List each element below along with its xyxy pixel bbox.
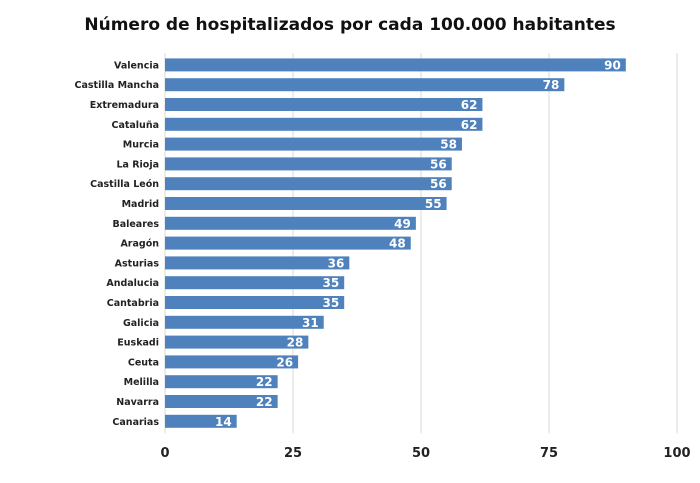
bar	[165, 216, 416, 230]
category-label: Andalucia	[106, 278, 159, 289]
bar	[165, 98, 483, 111]
bar	[165, 78, 565, 92]
data-label: 14	[215, 415, 232, 429]
data-label: 90	[604, 58, 621, 72]
data-label: 62	[461, 98, 478, 112]
category-label: Castilla Mancha	[75, 80, 160, 91]
bar	[165, 375, 278, 389]
data-label: 35	[322, 296, 339, 310]
bar	[165, 296, 345, 309]
data-label: 55	[425, 197, 442, 211]
bar	[165, 117, 483, 131]
category-label: Madrid	[122, 199, 159, 210]
category-label: Galicia	[123, 318, 159, 329]
x-tick-label: 25	[284, 446, 302, 461]
category-labels: Valencia Castilla Mancha Extremadura Catalu…	[75, 60, 160, 427]
x-tick-label: 0	[160, 446, 169, 461]
bar	[165, 335, 309, 349]
data-label: 56	[430, 177, 447, 191]
bar	[165, 157, 452, 171]
category-label: Valencia	[114, 60, 159, 71]
data-label: 26	[276, 355, 293, 369]
chart-title: Número de hospitalizados por cada 100.00…	[84, 15, 616, 35]
data-label: 48	[389, 237, 406, 251]
bar	[165, 58, 626, 72]
x-tick-label: 75	[540, 446, 558, 461]
data-label: 28	[287, 336, 304, 350]
category-label: Castilla León	[90, 179, 159, 190]
category-label: Baleares	[112, 219, 159, 230]
bar	[165, 236, 411, 250]
data-label: 31	[302, 316, 319, 330]
data-label: 22	[256, 375, 273, 389]
bar	[165, 177, 452, 191]
category-label: Navarra	[116, 397, 159, 408]
data-label: 78	[543, 78, 560, 92]
category-label: Euskadi	[117, 338, 159, 349]
category-label: Cantabria	[107, 298, 159, 309]
x-axis-ticks: 0 25 50 75 100	[160, 446, 690, 461]
data-label: 49	[394, 217, 411, 231]
x-tick-label: 50	[412, 446, 430, 461]
category-label: Murcia	[123, 140, 159, 151]
category-label: Aragón	[120, 239, 159, 250]
category-label: Canarias	[112, 417, 159, 428]
category-label: Ceuta	[128, 357, 159, 368]
data-label: 58	[440, 138, 457, 152]
category-label: Melilla	[124, 377, 159, 388]
data-label: 22	[256, 395, 273, 409]
data-label: 35	[322, 276, 339, 290]
bar	[165, 256, 350, 270]
bar	[165, 137, 462, 151]
bar	[165, 197, 447, 210]
category-label: Cataluña	[111, 120, 159, 131]
data-label: 62	[461, 118, 478, 132]
bar	[165, 315, 324, 329]
bar	[165, 276, 345, 290]
data-label: 36	[328, 256, 345, 270]
category-label: Asturias	[115, 258, 160, 269]
category-label: La Rioja	[116, 159, 159, 170]
category-label: Extremadura	[90, 100, 159, 111]
bar	[165, 414, 237, 428]
data-label: 56	[430, 157, 447, 171]
bar	[165, 355, 299, 369]
bar	[165, 395, 278, 408]
x-tick-label: 100	[663, 446, 690, 461]
